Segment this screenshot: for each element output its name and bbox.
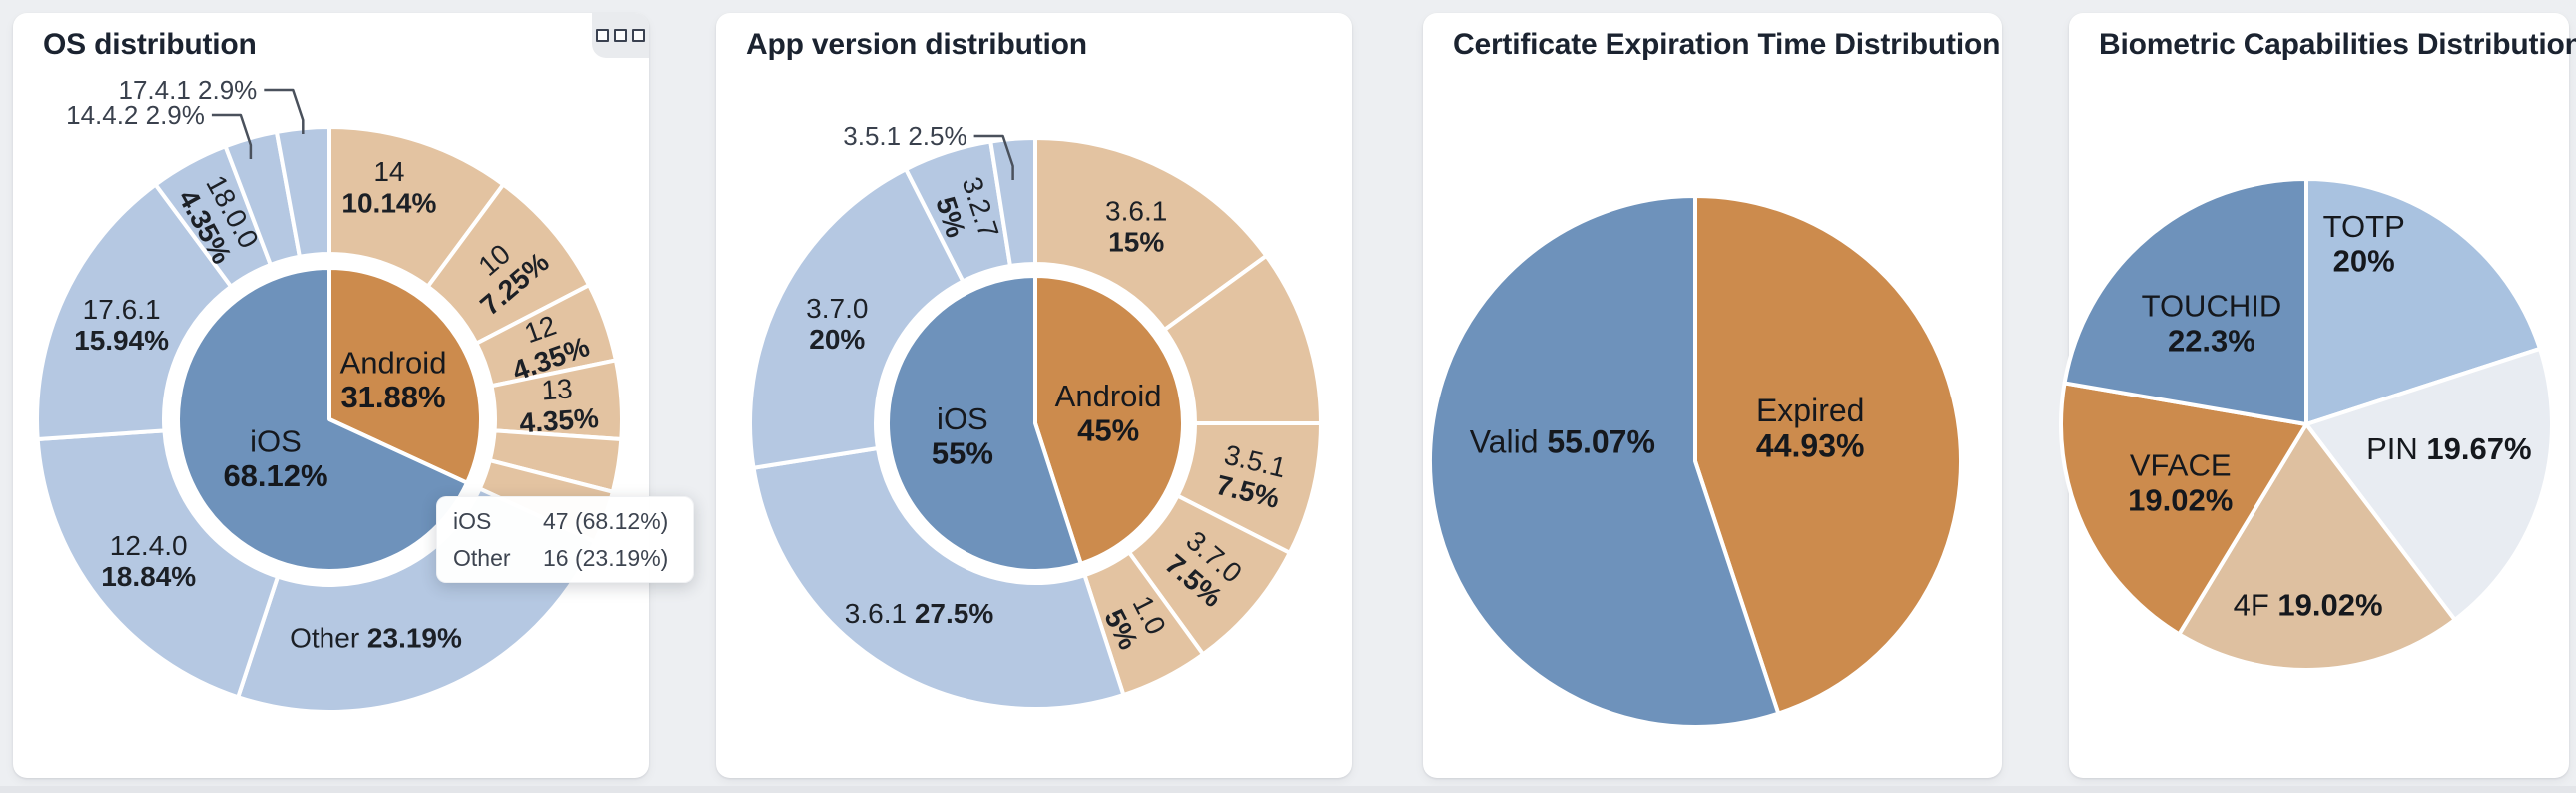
slice-label: 12.4.0 18.84% (101, 530, 196, 592)
chart-tooltip: iOS 47 (68.12%) Other 16 (23.19%) (436, 496, 694, 583)
slice-label: Android 31.88% (340, 345, 447, 414)
card-certificate-expiration: Certificate Expiration Time Distribution… (1423, 13, 2002, 778)
tooltip-series-value: 16 (23.19%) (543, 545, 669, 571)
certificate-expiration-pie-chart[interactable]: Expired 44.93% Valid 55.07% (1423, 13, 2002, 778)
slice-PIN[interactable] (2304, 346, 2554, 622)
slice-TOUCHID[interactable] (2062, 177, 2308, 426)
card-biometric-capabilities: Biometric Capabilities Distribution TOTP… (2059, 13, 2576, 778)
tooltip-row: iOS 47 (68.12%) (453, 506, 675, 536)
slice-label: TOTP 20% (2323, 209, 2405, 279)
card-title-biometric-capabilities: Biometric Capabilities Distribution (2099, 28, 2576, 61)
slice-iOS[interactable] (176, 266, 470, 573)
slice-17.4.1[interactable] (274, 125, 331, 259)
slice-label: 17.6.1 15.94% (74, 294, 169, 356)
tooltip-series-value: 47 (68.12%) (543, 508, 669, 534)
slice-label: Android 45% (1055, 379, 1162, 448)
os-distribution-sunburst-chart[interactable]: 14 10.14%107.25%124.35%134.35%Other 23.19… (13, 13, 649, 778)
slice-Expired[interactable] (1693, 194, 1963, 716)
label-leader-line (211, 113, 253, 159)
slice-VFACE[interactable] (2059, 381, 2308, 637)
biometric-capabilities-pie-chart[interactable]: TOTP 20% PIN 19.67% 4F 19.02% VFACE 19.02% TOU… (2059, 13, 2569, 778)
slice-Android[interactable] (327, 266, 483, 485)
slice-label: 4F 19.02% (2234, 587, 2383, 622)
slice-3.6.1[interactable] (751, 446, 1126, 711)
slice-Valid[interactable] (1428, 194, 1781, 729)
slice-outside-label: 17.4.1 2.9% (119, 75, 258, 105)
slice-label: Other 23.19% (290, 622, 462, 653)
slice-outside-label: 3.5.1 2.5% (843, 121, 966, 151)
card-title-certificate-expiration: Certificate Expiration Time Distribution (1453, 28, 2001, 61)
slice-label: 3.2.75% (927, 173, 1005, 252)
tooltip-series-label: Other (453, 545, 511, 571)
slice-label: Expired 44.93% (1756, 393, 1865, 464)
slice-label: 3.7.0 20% (806, 293, 868, 355)
slice-label: iOS 68.12% (223, 423, 327, 493)
card-os-distribution: OS distribution 14 10.14% 107.25% 124.35% 13… (13, 13, 649, 778)
label-leader-line (264, 88, 305, 134)
slice-label: TOUCHID 22.3% (2142, 289, 2282, 359)
slice-label: 3.6.1 27.5% (845, 598, 994, 629)
slice-3.7.0[interactable] (748, 167, 966, 470)
label-leader-line (973, 134, 1014, 180)
slice-label: VFACE 19.02% (2128, 448, 2233, 518)
slice-label: 14 10.14% (341, 156, 436, 218)
slice-4F[interactable] (2177, 422, 2457, 672)
card-app-version-distribution: App version distribution 3.6.1 15% 3.5.17.… (716, 13, 1352, 778)
slice-outside-label: 14.4.2 2.9% (66, 100, 205, 130)
card-title-os-distribution: OS distribution (43, 28, 257, 61)
slice-12.4.0[interactable] (35, 428, 281, 700)
slice-label: 3.6.1 15% (1105, 195, 1167, 257)
next-row-cards-edge (0, 786, 2576, 793)
slice-iOS[interactable] (886, 274, 1083, 573)
card-drag-handle-icon[interactable] (592, 13, 649, 58)
tooltip-row: Other 16 (23.19%) (453, 543, 675, 573)
slice-label: Valid 55.07% (1470, 424, 1655, 460)
slice-Android[interactable] (1033, 274, 1185, 566)
slice-label: 134.35% (516, 372, 600, 439)
slice-label: iOS 55% (932, 401, 993, 471)
app-version-distribution-sunburst-chart[interactable]: 3.6.1 15%3.5.17.5%3.7.07.5%1.05%3.6.1 27.… (716, 13, 1352, 778)
tooltip-series-label: iOS (453, 508, 492, 534)
slice-TOTP[interactable] (2304, 177, 2542, 426)
card-title-app-version-distribution: App version distribution (746, 28, 1087, 61)
slice-3.6.1[interactable] (1033, 136, 1269, 332)
slice-17.6.1[interactable] (35, 182, 234, 442)
slice-label: PIN 19.67% (2366, 431, 2531, 466)
